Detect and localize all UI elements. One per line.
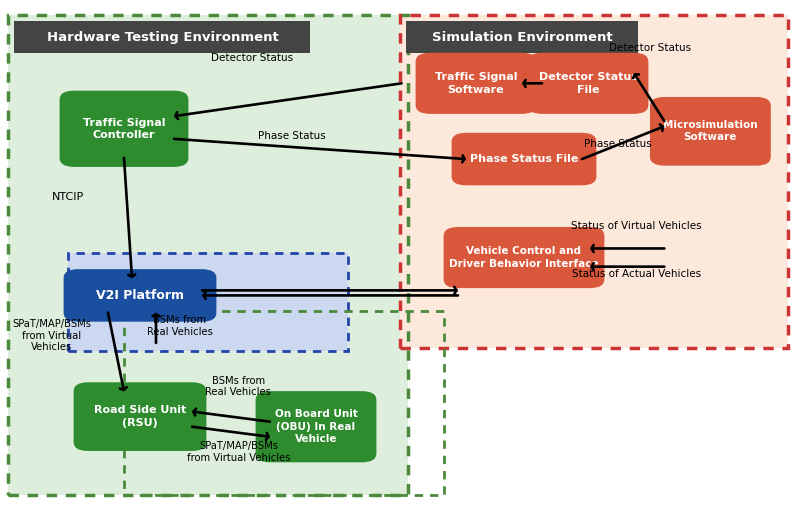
FancyBboxPatch shape (63, 269, 216, 322)
Text: Traffic Signal
Controller: Traffic Signal Controller (82, 118, 166, 140)
Bar (400, 15, 788, 348)
Text: NTCIP: NTCIP (52, 192, 84, 202)
Bar (8, 15, 408, 495)
Bar (124, 311, 444, 495)
Bar (68, 252, 348, 351)
Text: Simulation Environment: Simulation Environment (432, 31, 613, 43)
Text: Road Side Unit
(RSU): Road Side Unit (RSU) (94, 406, 186, 428)
Text: BSMs from
Real Vehicles: BSMs from Real Vehicles (147, 315, 213, 336)
Bar (400, 15, 788, 348)
FancyBboxPatch shape (59, 91, 189, 167)
FancyBboxPatch shape (74, 382, 206, 451)
FancyBboxPatch shape (528, 53, 648, 114)
Text: Traffic Signal
Software: Traffic Signal Software (434, 72, 518, 94)
FancyBboxPatch shape (650, 97, 771, 166)
Text: Phase Status: Phase Status (258, 131, 326, 141)
FancyBboxPatch shape (451, 133, 597, 185)
Text: Hardware Testing Environment: Hardware Testing Environment (46, 31, 278, 43)
Text: On Board Unit
(OBU) In Real
Vehicle: On Board Unit (OBU) In Real Vehicle (274, 410, 358, 444)
Text: SPaT/MAP/BSMs
from Virtual Vehicles: SPaT/MAP/BSMs from Virtual Vehicles (186, 441, 290, 463)
FancyBboxPatch shape (14, 21, 310, 53)
Text: SPaT/MAP/BSMs
from Virtual
Vehicles: SPaT/MAP/BSMs from Virtual Vehicles (13, 319, 91, 352)
Text: Status of Actual Vehicles: Status of Actual Vehicles (572, 269, 702, 279)
Text: V2I Platform: V2I Platform (96, 289, 184, 302)
FancyBboxPatch shape (406, 21, 638, 53)
FancyBboxPatch shape (443, 227, 605, 288)
Text: Phase Status: Phase Status (584, 139, 651, 149)
FancyBboxPatch shape (416, 53, 536, 114)
Bar (68, 252, 348, 351)
Text: Microsimulation
Software: Microsimulation Software (663, 120, 758, 142)
Text: Vehicle Control and
Driver Behavior Interface: Vehicle Control and Driver Behavior Inte… (449, 246, 599, 269)
Bar (8, 15, 408, 495)
Text: BSMs from
Real Vehicles: BSMs from Real Vehicles (206, 376, 271, 397)
Text: Detector Status
File: Detector Status File (538, 72, 638, 94)
FancyBboxPatch shape (256, 391, 377, 463)
Text: Detector Status: Detector Status (609, 43, 690, 53)
Text: Phase Status File: Phase Status File (470, 154, 578, 164)
Text: Detector Status: Detector Status (211, 53, 293, 63)
Text: Status of Virtual Vehicles: Status of Virtual Vehicles (571, 221, 702, 231)
